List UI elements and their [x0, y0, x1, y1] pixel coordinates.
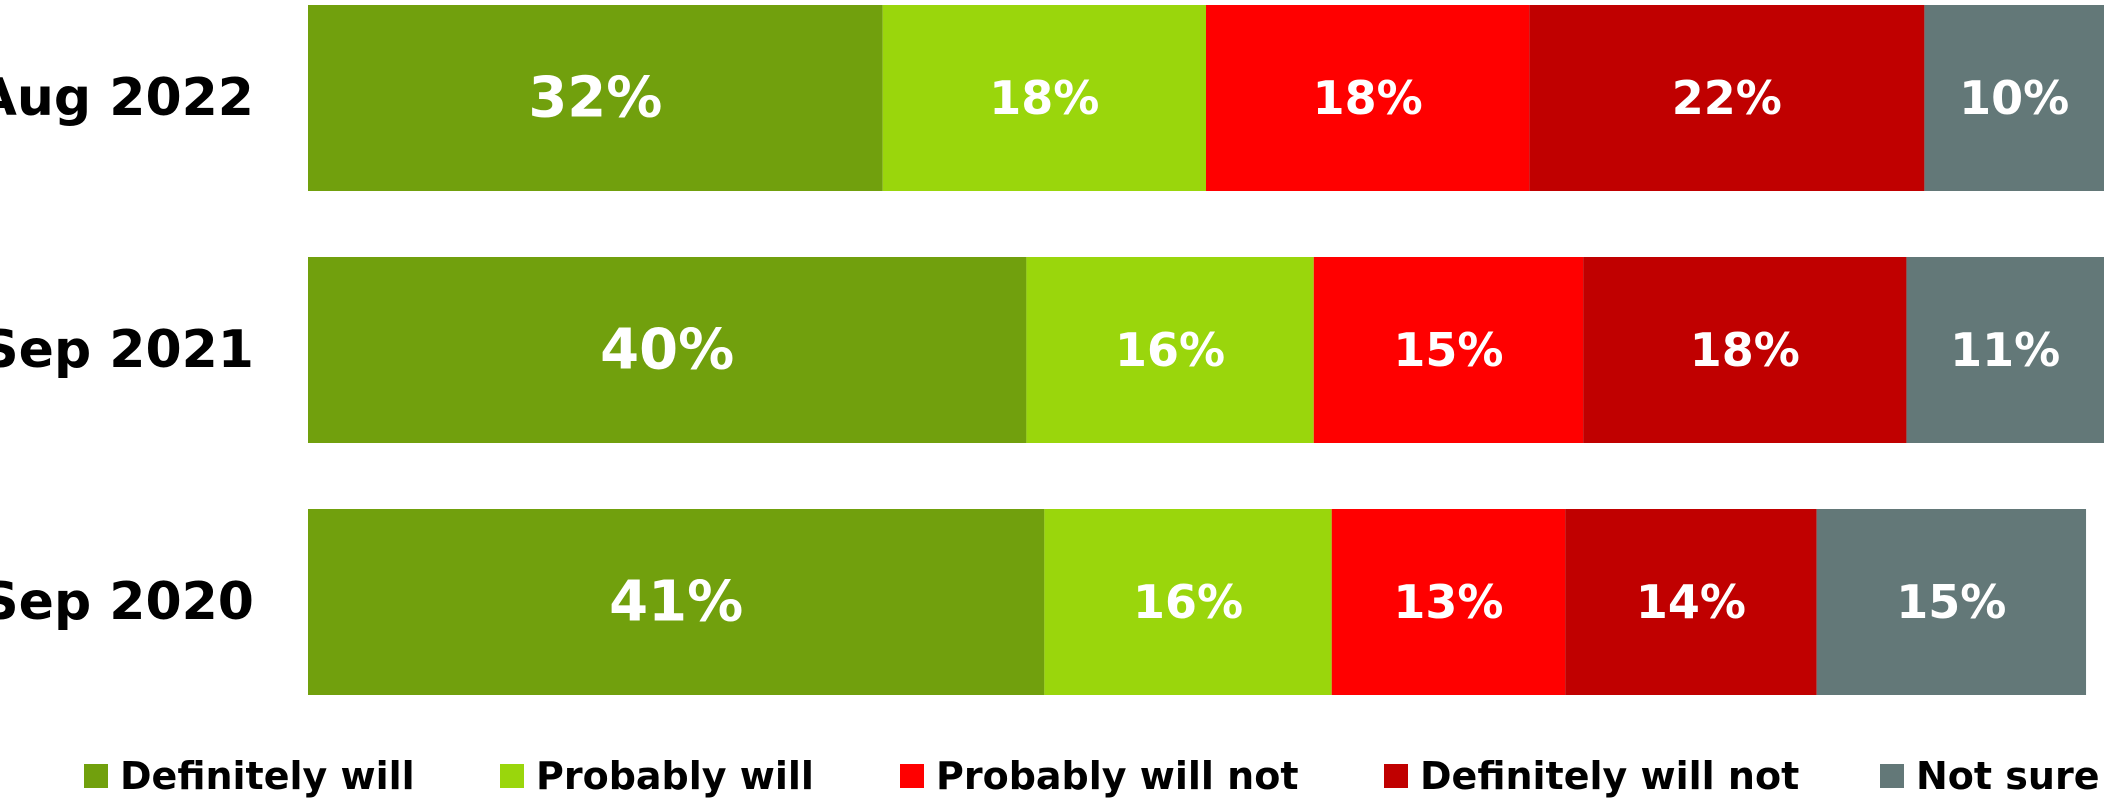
- stacked-bar-chart: Aug 2022 32% 18% 18% 22% 10% Sep 2021 40% 16% 15%…: [0, 5, 2104, 695]
- bar-segment: [308, 257, 1027, 443]
- data-label: 22%: [1672, 71, 1782, 125]
- legend-item: Definitely will: [84, 752, 415, 800]
- data-label: 18%: [1313, 71, 1423, 125]
- data-label: 15%: [1896, 575, 2006, 629]
- bar-segment: [1313, 257, 1584, 443]
- data-label: 41%: [609, 570, 743, 635]
- bar-segment: [1565, 509, 1817, 695]
- bar-segment: [1044, 509, 1332, 695]
- bar-segment: [308, 509, 1045, 695]
- bar-segment: [1924, 5, 2104, 191]
- legend-item: Definitely will not: [1384, 752, 1799, 800]
- legend-label: Definitely will not: [1420, 754, 1800, 798]
- legend-swatch: [1384, 764, 1408, 788]
- legend-swatch: [500, 764, 524, 788]
- legend-label: Probably will not: [936, 754, 1299, 798]
- data-label: 40%: [600, 318, 734, 383]
- legend-label: Not sure: [1916, 754, 2100, 798]
- data-label: 10%: [1959, 71, 2069, 125]
- data-label: 11%: [1950, 323, 2060, 377]
- bar-segment: [1206, 5, 1530, 191]
- data-label: 18%: [1690, 323, 1800, 377]
- bar-segment: [1529, 5, 1925, 191]
- bar-segment: [1906, 257, 2104, 443]
- legend-item: Probably will not: [900, 752, 1299, 800]
- data-label: 32%: [528, 66, 662, 131]
- bar-segment: [308, 5, 883, 191]
- data-label: 18%: [989, 71, 1099, 125]
- legend-label: Definitely will: [120, 754, 415, 798]
- category-label: Sep 2021: [0, 320, 254, 380]
- legend-item: Probably will: [500, 752, 814, 800]
- bar-row: Sep 2021 40% 16% 15% 18% 11%: [0, 257, 2104, 443]
- category-label: Aug 2022: [0, 68, 254, 128]
- legend-swatch: [900, 764, 924, 788]
- data-label: 16%: [1133, 575, 1243, 629]
- bar-segment: [1026, 257, 1314, 443]
- bar-segment: [1331, 509, 1566, 695]
- category-label: Sep 2020: [0, 572, 254, 632]
- bar-row: Sep 2020 41% 16% 13% 14% 15%: [0, 509, 2087, 695]
- bar-segment: [882, 5, 1206, 191]
- bar-row: Aug 2022 32% 18% 18% 22% 10%: [0, 5, 2104, 191]
- data-label: 15%: [1393, 323, 1503, 377]
- data-label: 16%: [1115, 323, 1225, 377]
- bar-segment: [1583, 257, 1907, 443]
- legend-item: Not sure: [1880, 752, 2100, 800]
- data-label: 13%: [1393, 575, 1503, 629]
- legend-swatch: [1880, 764, 1904, 788]
- legend-label: Probably will: [536, 754, 814, 798]
- bar-segment: [1816, 509, 2087, 695]
- data-label: 14%: [1636, 575, 1746, 629]
- legend-swatch: [84, 764, 108, 788]
- chart-legend: Definitely will Probably will Probably wil…: [0, 752, 2108, 803]
